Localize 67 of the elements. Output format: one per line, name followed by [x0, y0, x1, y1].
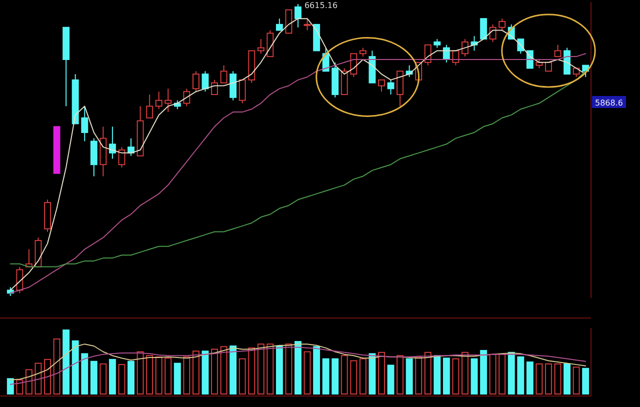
- bar: [424, 352, 432, 394]
- bar: [220, 346, 228, 394]
- bar: [128, 360, 134, 394]
- bar: [192, 350, 200, 394]
- bar: [406, 358, 413, 394]
- bar: [257, 344, 264, 394]
- bar: [304, 351, 311, 394]
- candlestick: [108, 126, 116, 160]
- bar: [434, 355, 441, 394]
- bar: [572, 366, 580, 394]
- bar: [480, 350, 488, 394]
- bar: [25, 369, 32, 394]
- bar: [62, 330, 70, 394]
- bar: [332, 358, 339, 394]
- bar: [442, 358, 450, 394]
- bar: [276, 346, 283, 394]
- bar: [6, 378, 14, 394]
- candlestick: [100, 126, 107, 177]
- bar: [16, 379, 24, 394]
- bar: [322, 358, 330, 394]
- bar: [44, 358, 51, 394]
- bar: [108, 358, 116, 394]
- bar: [378, 352, 385, 394]
- bar: [462, 352, 468, 394]
- bar: [146, 355, 154, 394]
- bar: [136, 351, 144, 394]
- bar: [248, 347, 256, 394]
- candlestick: [81, 106, 88, 142]
- bar: [118, 364, 126, 394]
- bar: [554, 363, 562, 394]
- bar: [90, 360, 98, 394]
- bar: [285, 344, 292, 394]
- bar: [415, 356, 422, 394]
- bar: [396, 355, 404, 394]
- bar: [211, 348, 218, 394]
- bar: [564, 363, 571, 394]
- bar: [498, 354, 506, 394]
- bar: [230, 346, 237, 394]
- bar: [81, 353, 88, 394]
- bar: [470, 358, 478, 394]
- bar: [359, 358, 366, 394]
- bar: [452, 358, 460, 394]
- bar: [202, 350, 209, 394]
- bar: [53, 338, 60, 394]
- bar: [164, 358, 172, 394]
- bar: [174, 362, 181, 394]
- bar: [294, 341, 302, 394]
- bar: [266, 344, 274, 394]
- bar: [489, 354, 496, 394]
- bar: [183, 356, 190, 394]
- bar: [545, 363, 552, 394]
- bar: [387, 364, 394, 394]
- bar: [100, 363, 107, 394]
- bar: [313, 346, 320, 394]
- bar: [340, 355, 348, 394]
- text: 5868.6: [595, 98, 623, 108]
- bar: [582, 368, 590, 394]
- bar: [368, 353, 376, 394]
- annotation: 6615.16: [304, 1, 338, 10]
- bar: [72, 340, 79, 394]
- bar: [350, 360, 358, 394]
- bar: [526, 362, 534, 394]
- bar: [517, 356, 524, 394]
- bar: [155, 356, 162, 394]
- bar: [508, 352, 515, 394]
- bar: [238, 358, 246, 394]
- bar: [536, 363, 543, 394]
